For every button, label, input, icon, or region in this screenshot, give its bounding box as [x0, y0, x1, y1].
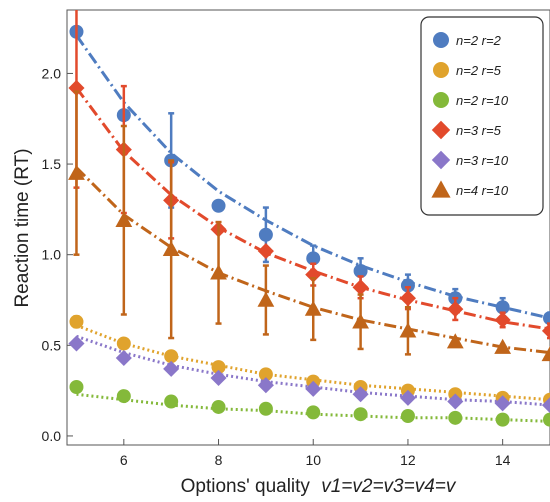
data-point — [447, 393, 464, 410]
data-point — [352, 313, 369, 329]
legend-marker — [431, 150, 451, 170]
y-tick-label: 1.0 — [42, 247, 62, 263]
plot-frame — [66, 9, 550, 446]
legend-marker — [433, 92, 449, 108]
legend-label: n=4 r=10 — [456, 183, 509, 198]
legend-label: n=3 r=5 — [456, 123, 502, 138]
y-tick-label: 0.0 — [42, 428, 62, 444]
data-point — [257, 291, 275, 307]
y-axis-title: Reaction time (RT) — [12, 148, 33, 307]
data-point — [495, 412, 510, 427]
series-line — [76, 392, 550, 423]
x-tick-label: 10 — [305, 452, 321, 468]
data-point — [69, 380, 84, 394]
data-point — [211, 399, 226, 414]
data-point — [116, 389, 131, 404]
series — [68, 10, 550, 340]
data-point — [69, 314, 84, 329]
data-point — [258, 401, 273, 416]
y-tick-label: 0.5 — [42, 337, 62, 353]
data-point — [494, 311, 511, 328]
data-point — [116, 336, 131, 351]
legend-label: n=2 r=2 — [456, 33, 502, 48]
data-point — [257, 377, 274, 394]
series-line — [75, 166, 550, 355]
data-point — [543, 311, 550, 326]
legend: n=2 r=2 n=2 r=5 n=2 r=10 n=3 r=5 n=3 r=10 n=4… — [420, 16, 544, 216]
legend-marker — [433, 62, 449, 78]
data-point — [543, 412, 550, 427]
data-point — [305, 380, 322, 397]
series-line — [75, 87, 550, 331]
x-axis-title-math: v1=v2=v3=v4=v — [321, 476, 457, 497]
data-point — [353, 264, 368, 278]
data-point — [447, 301, 464, 318]
series — [68, 90, 550, 362]
data-point — [115, 211, 133, 227]
data-point — [541, 397, 550, 414]
data-point — [541, 345, 550, 362]
data-point — [353, 407, 368, 422]
data-point — [400, 409, 415, 423]
data-point — [258, 227, 273, 242]
data-point — [164, 349, 179, 364]
data-point — [494, 338, 512, 354]
legend-label: n=2 r=10 — [456, 93, 509, 108]
series-layer — [68, 10, 550, 427]
data-point — [162, 240, 180, 256]
data-point — [306, 251, 321, 266]
legend-marker — [431, 120, 451, 140]
data-point — [257, 243, 274, 260]
x-tick-label: 8 — [215, 452, 223, 468]
x-axis-title: Options' quality v1=v2=v3=v4=v — [181, 476, 457, 497]
axes: 6 8 10 12 14 0.0 0.5 1.0 1.5 2.0 — [42, 65, 511, 468]
data-point — [211, 360, 226, 375]
x-axis-title-text: Options' quality — [181, 476, 311, 497]
data-point — [68, 335, 85, 352]
y-tick-label: 2.0 — [42, 65, 62, 81]
data-point — [210, 369, 227, 386]
data-point — [304, 300, 322, 316]
series — [68, 334, 550, 414]
data-point — [210, 264, 227, 280]
data-point — [211, 198, 226, 213]
data-point — [352, 386, 369, 403]
data-point — [399, 389, 416, 406]
data-point — [306, 405, 321, 420]
y-tick-label: 1.5 — [42, 156, 62, 172]
data-point — [541, 322, 550, 339]
data-point — [494, 395, 511, 412]
data-point — [400, 278, 415, 293]
x-tick-label: 12 — [400, 452, 416, 468]
x-tick-label: 6 — [120, 452, 128, 468]
legend-label: n=3 r=10 — [456, 153, 509, 168]
data-point — [305, 266, 322, 283]
data-point — [115, 349, 132, 367]
data-point — [164, 394, 179, 409]
data-point — [448, 410, 463, 425]
x-tick-label: 14 — [495, 452, 511, 468]
data-point — [446, 333, 464, 349]
legend-box — [420, 16, 544, 216]
data-point — [68, 79, 85, 96]
data-point — [68, 164, 85, 180]
data-point — [352, 279, 369, 296]
data-point — [399, 290, 416, 307]
data-point — [258, 367, 273, 382]
series-line — [75, 34, 550, 320]
series — [69, 380, 550, 427]
series-line — [76, 334, 550, 407]
data-point — [495, 300, 510, 315]
legend-label: n=2 r=5 — [456, 63, 502, 78]
legend-marker — [433, 32, 449, 48]
data-point — [399, 322, 417, 338]
legend-marker — [431, 180, 451, 198]
data-point — [163, 360, 180, 377]
